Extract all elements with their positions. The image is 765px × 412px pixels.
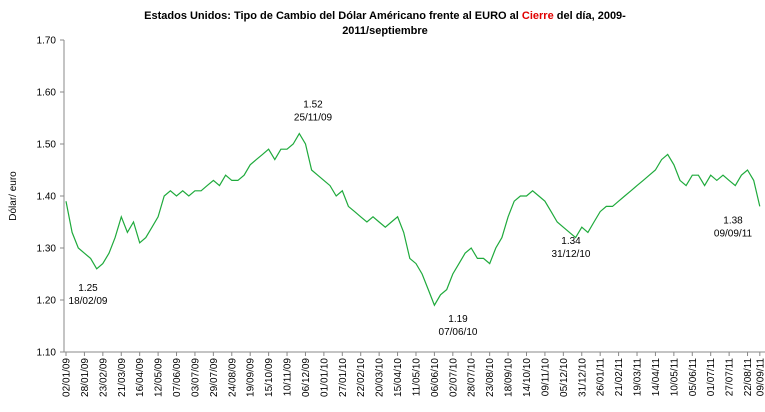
x-tick-label: 19/09/09 <box>246 358 257 397</box>
y-tick-label: 1.30 <box>37 244 57 255</box>
x-tick-label: 18/09/10 <box>504 358 515 397</box>
annotation-value: 1.19 <box>448 314 468 325</box>
x-tick-label: 21/03/09 <box>117 358 128 397</box>
title-highlight: Cierre <box>522 10 554 22</box>
x-tick-label: 14/04/11 <box>651 358 662 397</box>
y-tick-label: 1.20 <box>37 296 57 307</box>
x-tick-label: 16/04/09 <box>135 358 146 397</box>
x-tick-label: 01/07/11 <box>706 358 717 397</box>
x-tick-label: 23/02/09 <box>98 358 109 397</box>
x-tick-label: 22/08/11 <box>743 358 754 397</box>
x-tick-label: 06/12/09 <box>301 358 312 397</box>
x-tick-label: 23/08/10 <box>485 358 496 397</box>
x-tick-label: 22/02/10 <box>356 358 367 397</box>
x-tick-label: 02/07/10 <box>448 358 459 397</box>
x-tick-label: 10/11/09 <box>283 358 294 397</box>
x-tick-label: 29/07/09 <box>209 358 220 397</box>
x-tick-label: 06/06/10 <box>430 358 441 397</box>
x-tick-label: 27/01/10 <box>338 358 349 397</box>
chart-title: Estados Unidos: Tipo de Cambio del Dólar… <box>144 10 626 22</box>
x-tick-label: 19/03/11 <box>633 358 644 397</box>
annotation-date: 31/12/10 <box>552 249 591 260</box>
y-tick-label: 1.50 <box>37 140 57 151</box>
x-tick-label: 24/08/09 <box>227 358 238 397</box>
title-part: Estados Unidos: Tipo de Cambio del Dólar… <box>144 10 519 22</box>
annotation-date: 25/11/09 <box>294 113 333 124</box>
x-tick-label: 09/11/10 <box>540 358 551 397</box>
x-tick-label: 01/01/10 <box>319 358 330 397</box>
x-tick-label: 15/04/10 <box>393 358 404 397</box>
y-tick-label: 1.70 <box>37 36 57 47</box>
x-tick-label: 05/12/10 <box>559 358 570 397</box>
x-tick-label: 20/03/10 <box>375 358 386 397</box>
x-tick-label: 12/05/09 <box>154 358 165 397</box>
y-tick-label: 1.10 <box>37 348 57 359</box>
x-tick-label: 05/06/11 <box>688 358 699 397</box>
x-tick-label: 07/06/09 <box>172 358 183 397</box>
annotation-value: 1.52 <box>303 100 323 111</box>
x-tick-label: 21/02/11 <box>614 358 625 397</box>
annotation-date: 09/09/11 <box>714 228 753 239</box>
x-tick-label: 03/07/09 <box>190 358 201 397</box>
x-tick-label: 28/01/09 <box>80 358 91 397</box>
x-tick-label: 15/10/09 <box>264 358 275 397</box>
x-tick-label: 10/05/11 <box>669 358 680 397</box>
line <box>65 132 761 307</box>
x-tick-label: 27/07/11 <box>725 358 736 397</box>
annotation-value: 1.25 <box>78 283 98 294</box>
title-part: del día, 2009- <box>557 10 626 22</box>
annotation-date: 18/02/09 <box>69 296 108 307</box>
annotation-date: 07/06/10 <box>439 327 478 338</box>
x-tick-label: 31/12/10 <box>577 358 588 397</box>
x-tick-label: 28/07/10 <box>467 358 478 397</box>
annotation-value: 1.34 <box>561 236 581 247</box>
x-tick-label: 02/01/09 <box>62 358 73 397</box>
y-tick-label: 1.60 <box>37 88 57 99</box>
x-tick-label: 11/05/10 <box>411 358 422 397</box>
x-tick-label: 26/01/11 <box>596 358 607 397</box>
y-axis-label: Dólar/ euro <box>8 171 19 221</box>
annotation-value: 1.38 <box>723 215 743 226</box>
x-tick-label: 14/10/10 <box>522 358 533 397</box>
chart-title-line2: 2011/septiembre <box>342 25 428 37</box>
y-tick-label: 1.40 <box>37 192 57 203</box>
x-tick-label: 09/09/11 <box>755 358 765 397</box>
